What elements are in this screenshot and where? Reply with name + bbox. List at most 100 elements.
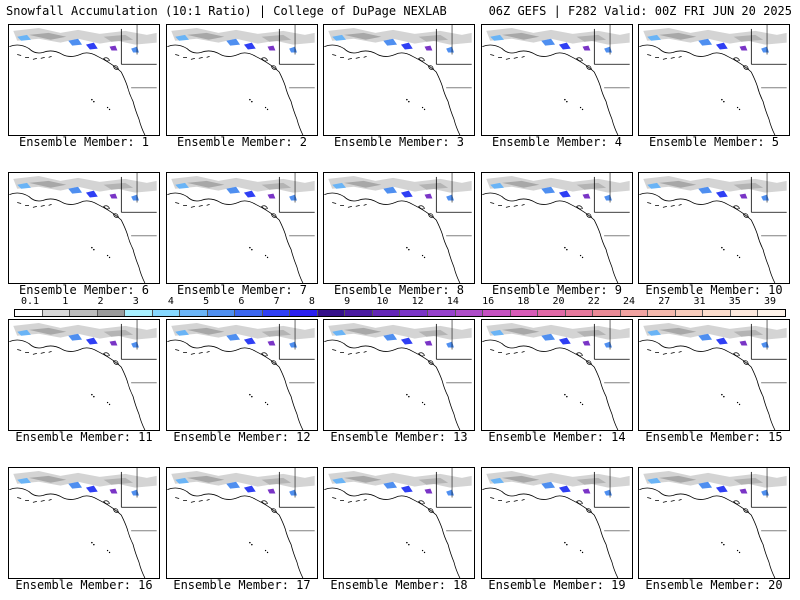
ensemble-map-panel (323, 24, 475, 136)
ensemble-member-caption: Ensemble Member: 1 (18, 135, 150, 149)
legend-swatch (730, 310, 759, 316)
ensemble-map-panel (8, 24, 160, 136)
north-pacific-coastline-map (324, 320, 472, 430)
ensemble-map-panel (638, 467, 790, 579)
ensemble-member-caption: Ensemble Member: 10 (645, 283, 783, 297)
legend-swatch (207, 310, 236, 316)
ensemble-map-panel (638, 24, 790, 136)
legend-tick-label: 27 (658, 296, 671, 307)
legend-swatch (152, 310, 181, 316)
legend-swatch (565, 310, 594, 316)
ensemble-member-caption: Ensemble Member: 7 (176, 283, 308, 297)
legend-tick-label: 10 (376, 296, 389, 307)
legend-swatch (125, 310, 153, 316)
north-pacific-coastline-map (482, 25, 630, 135)
legend-swatch (15, 310, 43, 316)
legend-swatch (262, 310, 291, 316)
north-pacific-coastline-map (639, 25, 787, 135)
legend-swatch (42, 310, 71, 316)
legend-swatch (455, 310, 484, 316)
north-pacific-coastline-map (639, 468, 787, 578)
legend-tick-label: 6 (238, 296, 245, 307)
ensemble-map-panel (323, 172, 475, 284)
ensemble-map-panel (481, 24, 633, 136)
legend-tick-label: 16 (482, 296, 495, 307)
ensemble-member-caption: Ensemble Member: 8 (333, 283, 465, 297)
north-pacific-coastline-map (167, 468, 315, 578)
legend-swatch (345, 310, 373, 316)
north-pacific-coastline-map (324, 468, 472, 578)
legend-tick-label: 0.1 (20, 296, 40, 307)
north-pacific-coastline-map (482, 320, 630, 430)
ensemble-map-panel (166, 467, 318, 579)
ensemble-member-caption: Ensemble Member: 2 (176, 135, 308, 149)
legend-tick-label: 8 (308, 296, 315, 307)
ensemble-member-caption: Ensemble Member: 5 (648, 135, 780, 149)
ensemble-map-panel (323, 467, 475, 579)
legend-swatch (675, 310, 704, 316)
ensemble-member-caption: Ensemble Member: 19 (488, 578, 626, 592)
legend-tick-label: 12 (411, 296, 424, 307)
legend-tick-label: 4 (167, 296, 174, 307)
north-pacific-coastline-map (167, 320, 315, 430)
ensemble-map-panel (638, 172, 790, 284)
legend-tick-label: 24 (623, 296, 636, 307)
north-pacific-coastline-map (324, 173, 472, 283)
legend-swatch (372, 310, 401, 316)
legend-tick-label: 22 (587, 296, 600, 307)
legend-swatch (703, 310, 731, 316)
legend-tick-label: 35 (728, 296, 741, 307)
ensemble-map-panel (8, 172, 160, 284)
north-pacific-coastline-map (167, 25, 315, 135)
ensemble-member-caption: Ensemble Member: 14 (488, 430, 626, 444)
north-pacific-coastline-map (9, 320, 157, 430)
ensemble-member-caption: Ensemble Member: 4 (491, 135, 623, 149)
ensemble-map-panel (481, 467, 633, 579)
legend-swatch (758, 310, 785, 316)
ensemble-map-panel (166, 319, 318, 431)
ensemble-member-caption: Ensemble Member: 6 (18, 283, 150, 297)
ensemble-member-caption: Ensemble Member: 9 (491, 283, 623, 297)
header-left: Snowfall Accumulation (10:1 Ratio) | Col… (6, 4, 447, 18)
legend-swatch (510, 310, 539, 316)
ensemble-map-panel (481, 319, 633, 431)
color-legend-bar (14, 309, 786, 317)
legend-tick-label: 14 (446, 296, 459, 307)
north-pacific-coastline-map (167, 173, 315, 283)
ensemble-member-caption: Ensemble Member: 15 (645, 430, 783, 444)
legend-tick-label: 20 (552, 296, 565, 307)
legend-swatch (235, 310, 263, 316)
legend-swatch (97, 310, 126, 316)
ensemble-member-caption: Ensemble Member: 17 (173, 578, 311, 592)
north-pacific-coastline-map (639, 320, 787, 430)
ensemble-member-caption: Ensemble Member: 16 (15, 578, 153, 592)
legend-swatch (483, 310, 511, 316)
north-pacific-coastline-map (9, 468, 157, 578)
ensemble-member-caption: Ensemble Member: 12 (173, 430, 311, 444)
north-pacific-coastline-map (639, 173, 787, 283)
legend-tick-label: 18 (517, 296, 530, 307)
ensemble-map-panel (166, 24, 318, 136)
ensemble-map-panel (8, 319, 160, 431)
north-pacific-coastline-map (482, 468, 630, 578)
legend-swatch (180, 310, 208, 316)
ensemble-member-caption: Ensemble Member: 18 (330, 578, 468, 592)
legend-tick-label: 9 (344, 296, 351, 307)
legend-tick-label: 1 (62, 296, 69, 307)
ensemble-member-caption: Ensemble Member: 11 (15, 430, 153, 444)
legend-swatch (427, 310, 456, 316)
ensemble-map-panel (8, 467, 160, 579)
legend-tick-label: 5 (203, 296, 210, 307)
ensemble-member-caption: Ensemble Member: 13 (330, 430, 468, 444)
legend-swatch (620, 310, 649, 316)
north-pacific-coastline-map (482, 173, 630, 283)
legend-tick-label: 31 (693, 296, 706, 307)
legend-tick-label: 3 (132, 296, 139, 307)
legend-swatch (400, 310, 428, 316)
north-pacific-coastline-map (324, 25, 472, 135)
legend-tick-label: 39 (763, 296, 777, 307)
header-right: 06Z GEFS | F282 Valid: 00Z FRI JUN 20 20… (488, 4, 792, 18)
legend-swatch (290, 310, 318, 316)
ensemble-map-panel (638, 319, 790, 431)
ensemble-member-caption: Ensemble Member: 3 (333, 135, 465, 149)
